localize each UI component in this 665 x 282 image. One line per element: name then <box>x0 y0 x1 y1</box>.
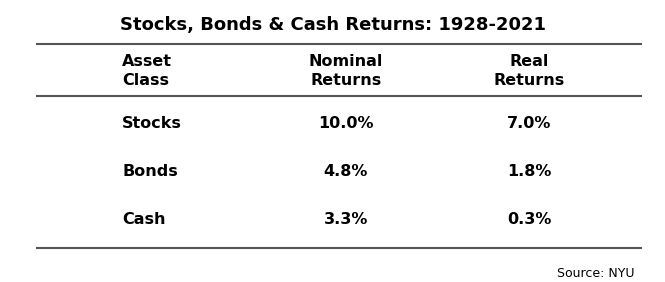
Text: Nominal
Returns: Nominal Returns <box>309 54 383 88</box>
Text: 0.3%: 0.3% <box>507 212 552 227</box>
Text: Bonds: Bonds <box>122 164 178 179</box>
Text: 1.8%: 1.8% <box>507 164 552 179</box>
Text: 10.0%: 10.0% <box>318 116 373 131</box>
Text: 3.3%: 3.3% <box>323 212 368 227</box>
Text: Cash: Cash <box>122 212 166 227</box>
Text: Stocks, Bonds & Cash Returns: 1928-2021: Stocks, Bonds & Cash Returns: 1928-2021 <box>120 16 545 34</box>
Text: 4.8%: 4.8% <box>323 164 368 179</box>
Text: Source: NYU: Source: NYU <box>557 267 634 280</box>
Text: Real
Returns: Real Returns <box>494 54 565 88</box>
Text: Asset
Class: Asset Class <box>122 54 172 88</box>
Text: Stocks: Stocks <box>122 116 182 131</box>
Text: 7.0%: 7.0% <box>507 116 552 131</box>
